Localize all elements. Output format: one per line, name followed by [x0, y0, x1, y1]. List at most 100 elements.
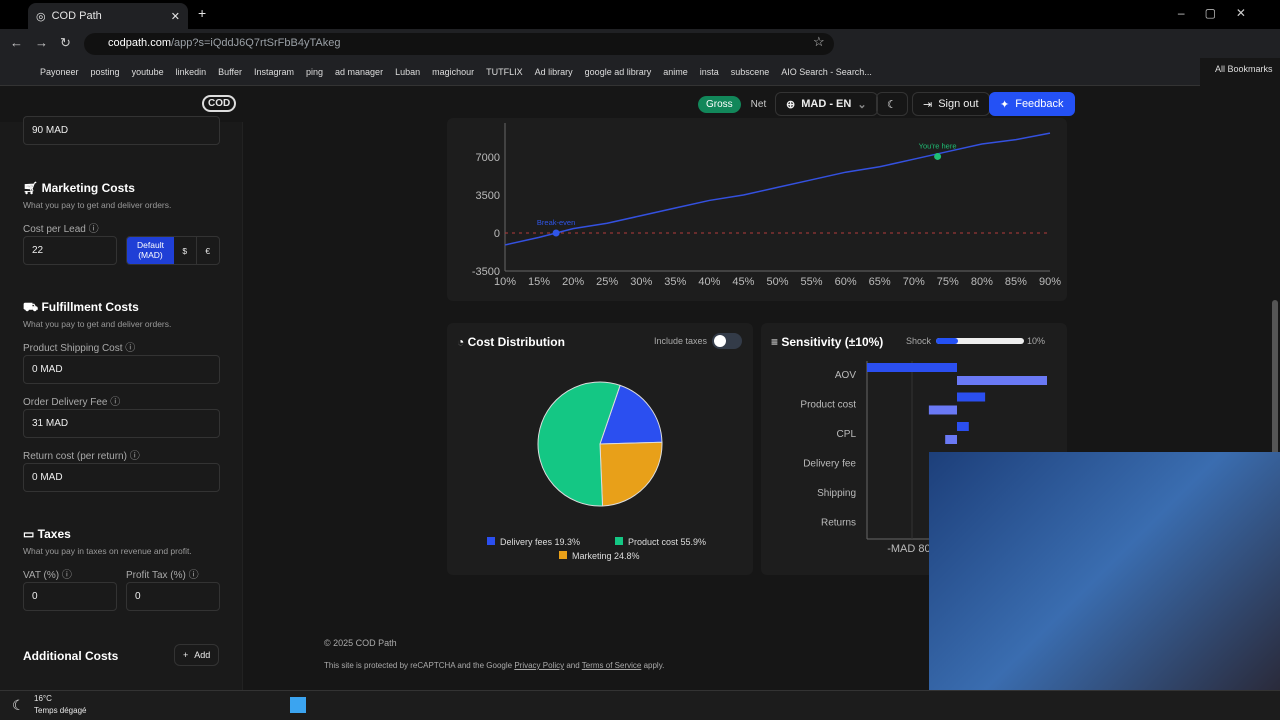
bookmark-item[interactable]: subscene: [730, 66, 770, 77]
marketing-section-title: 🛒︎ Marketing Costs: [23, 181, 135, 195]
shock-label: Shock: [906, 336, 932, 346]
sensitivity-bar: [957, 392, 986, 402]
sign-out-button[interactable]: ⇥ Sign out: [912, 92, 990, 116]
y-tick-label: 3500: [476, 190, 500, 202]
delivery-input[interactable]: 31 MAD: [23, 409, 220, 438]
y-tick-label: 7000: [476, 152, 500, 164]
info-icon: ⓘ: [188, 570, 199, 581]
bookmark-item[interactable]: Ad library: [534, 66, 573, 77]
bookmark-item[interactable]: google ad library: [584, 66, 652, 77]
bookmark-item[interactable]: Buffer: [218, 66, 242, 77]
bookmark-item[interactable]: anime: [663, 66, 688, 77]
info-icon: ⓘ: [110, 397, 121, 408]
new-tab-icon[interactable]: +: [198, 5, 207, 21]
x-tick-label: 50%: [766, 276, 788, 288]
sensitivity-bar: [957, 376, 1047, 385]
terms-link[interactable]: Terms of Service: [581, 661, 642, 670]
cart-icon: 🛒︎: [23, 181, 42, 195]
x-tick-label: 55%: [801, 276, 823, 288]
plus-icon: +: [183, 650, 189, 660]
marketing-desc: What you pay to get and deliver orders.: [23, 200, 172, 210]
annotation-point: [552, 229, 560, 237]
bookmark-item[interactable]: Payoneer: [40, 66, 79, 77]
sign-out-icon: ⇥: [923, 98, 933, 111]
bookmark-item[interactable]: magichour: [432, 66, 475, 77]
x-tick-label: 25%: [596, 276, 618, 288]
annotation-point: [934, 152, 942, 160]
info-icon: ⓘ: [129, 451, 140, 462]
taskbar: ☾ 16°C Temps dégagé: [0, 690, 1280, 720]
bookmark-item[interactable]: posting: [90, 66, 120, 77]
receipt-icon: ▭: [23, 527, 38, 541]
close-tab-icon[interactable]: ✕: [170, 10, 180, 23]
currency-default-button[interactable]: Default (MAD): [127, 237, 174, 264]
theme-toggle[interactable]: ☾: [876, 92, 908, 116]
vat-input[interactable]: 0: [23, 582, 117, 611]
bookmark-item[interactable]: Instagram: [253, 66, 295, 77]
legend-label: Delivery fees 19.3%: [500, 537, 580, 547]
bookmark-item[interactable]: insta: [699, 66, 719, 77]
category-label: AOV: [835, 370, 856, 381]
feedback-button[interactable]: ✦ Feedback: [989, 92, 1075, 116]
gross-toggle[interactable]: Gross: [698, 96, 741, 113]
x-tick-label: 10%: [494, 276, 516, 288]
return-input[interactable]: 0 MAD: [23, 463, 220, 492]
bookmark-item[interactable]: ping: [306, 66, 324, 77]
filter-icon: ≡: [771, 335, 782, 349]
x-tick-label: -MAD 800: [887, 543, 937, 555]
legend-swatch: [559, 551, 567, 559]
bookmark-item[interactable]: TUTFLIX: [486, 66, 523, 77]
legend-swatch: [487, 537, 495, 545]
aov-input[interactable]: 90 MAD: [23, 116, 220, 145]
logo[interactable]: COD: [202, 95, 237, 112]
window-controls[interactable]: –▢✕: [1177, 6, 1266, 20]
moon-icon: ☾: [887, 98, 897, 111]
taxes-desc: What you pay in taxes on revenue and pro…: [23, 546, 192, 556]
sensitivity-bar: [945, 435, 957, 444]
bookmark-item[interactable]: AIO Search - Search...: [781, 66, 872, 77]
scrollbar[interactable]: [1272, 300, 1278, 600]
x-tick-label: 85%: [1005, 276, 1027, 288]
bookmark-star-icon[interactable]: ☆: [813, 34, 825, 49]
currency-eur-button[interactable]: €: [205, 246, 211, 256]
bookmark-item[interactable]: ad manager: [335, 66, 384, 77]
delivery-label: Order Delivery Fee ⓘ: [23, 397, 121, 408]
add-cost-button[interactable]: + Add: [174, 644, 220, 666]
x-tick-label: 35%: [664, 276, 686, 288]
settings-sidebar: 90 MAD 🛒︎ Marketing Costs What you pay t…: [0, 116, 243, 690]
bookmark-item[interactable]: Luban: [395, 66, 421, 77]
tab-favicon-icon: ◎: [36, 10, 46, 23]
shipping-input[interactable]: 0 MAD: [23, 355, 220, 384]
bookmark-item[interactable]: linkedin: [175, 66, 207, 77]
include-taxes-toggle[interactable]: [712, 333, 742, 349]
category-label: Product cost: [800, 400, 856, 411]
browser-tab[interactable]: ◎ COD Path ✕: [28, 3, 188, 29]
legend-label: Product cost 55.9%: [628, 537, 706, 547]
cost-distribution-card: ◔ Cost Distribution Include taxes Delive…: [447, 323, 753, 575]
x-tick-label: 15%: [528, 276, 550, 288]
nav-buttons[interactable]: ←→↻: [10, 35, 83, 50]
x-tick-label: 80%: [971, 276, 993, 288]
net-toggle[interactable]: Net: [750, 99, 767, 110]
return-label: Return cost (per return) ⓘ: [23, 451, 140, 462]
globe-icon: ⊕: [786, 98, 796, 111]
privacy-link[interactable]: Privacy Policy: [514, 661, 565, 670]
vat-label: VAT (%) ⓘ: [23, 570, 72, 581]
all-bookmarks[interactable]: All Bookmarks: [1215, 64, 1273, 74]
address-bar[interactable]: codpath.com/app?s=iQddJ6Q7rtSrFbB4yTAkeg: [84, 33, 834, 55]
windows-start-icon[interactable]: [290, 697, 306, 713]
shipping-label: Product Shipping Cost ⓘ: [23, 343, 136, 354]
include-taxes-label: Include taxes: [654, 336, 708, 346]
weather-text: Temps dégagé: [34, 706, 87, 715]
annotation-label: Break-even: [537, 218, 575, 227]
shock-slider[interactable]: [936, 338, 1024, 344]
x-tick-label: 45%: [732, 276, 754, 288]
bookmark-item[interactable]: youtube: [131, 66, 164, 77]
currency-switch: Default (MAD) $ €: [126, 236, 220, 265]
profit-tax-input[interactable]: 0: [126, 582, 220, 611]
currency-usd-button[interactable]: $: [174, 237, 197, 264]
locale-select[interactable]: ⊕ MAD - EN ⌄: [775, 92, 878, 116]
x-tick-label: 70%: [903, 276, 925, 288]
category-label: Returns: [821, 518, 856, 529]
cpl-input[interactable]: 22: [23, 236, 117, 265]
